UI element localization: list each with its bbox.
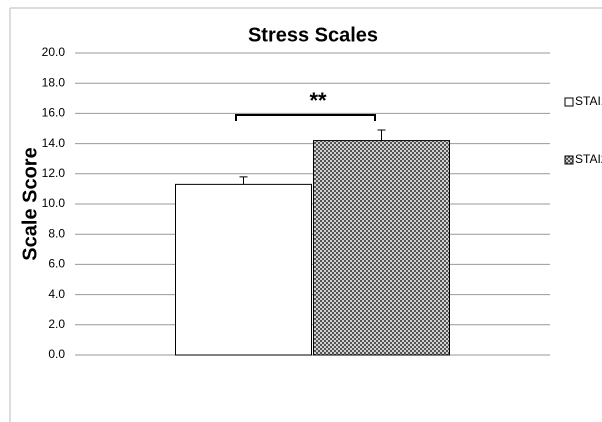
y-tick-label: 4.0 [48, 287, 65, 301]
bar [313, 140, 450, 356]
legend-swatch [564, 155, 574, 165]
y-tick-label: 16.0 [42, 106, 66, 120]
error-bar [239, 176, 248, 185]
legend-label: STAI1 [575, 94, 602, 108]
y-axis-label: Scale Score [19, 147, 41, 260]
y-tick-label: 0.0 [48, 347, 65, 361]
y-tick-label: 18.0 [42, 75, 66, 89]
y-tick-label: 6.0 [48, 257, 65, 271]
significance-bracket [235, 114, 376, 121]
bar [175, 183, 312, 356]
y-tick-label: 8.0 [48, 226, 65, 240]
y-tick-label: 14.0 [42, 136, 66, 150]
y-tick-label: 2.0 [48, 317, 65, 331]
annotation: ** [309, 88, 327, 113]
legend-swatch [564, 97, 574, 107]
legend-label: STAI2 [575, 152, 602, 166]
chart-title: Stress Scales [248, 24, 378, 46]
y-tick-label: 10.0 [42, 196, 66, 210]
error-bar [377, 129, 386, 141]
y-tick-label: 12.0 [42, 166, 66, 180]
y-tick-label: 20.0 [42, 45, 66, 59]
